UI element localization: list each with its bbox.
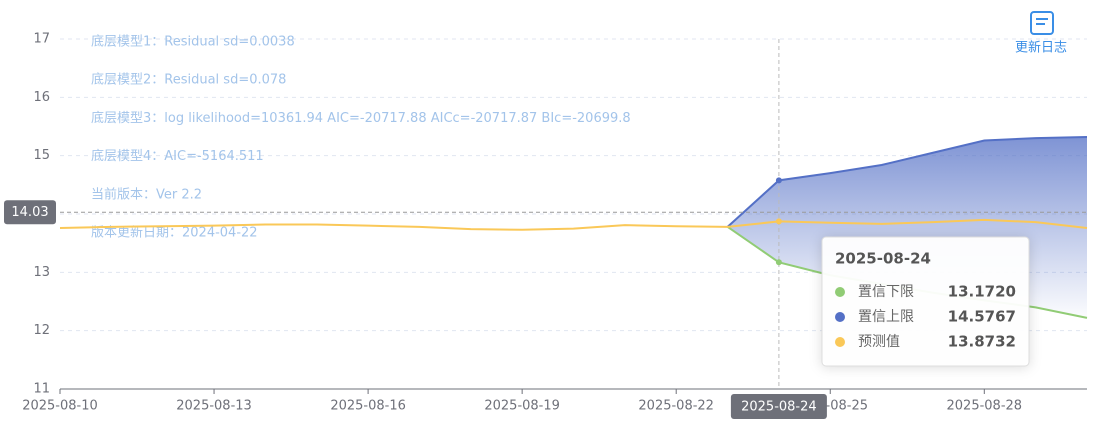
y-tick-label: 13 <box>33 265 50 280</box>
annotation: 底层模型1：Residual sd=0.0038 <box>91 34 295 50</box>
annotation: 底层模型4：AIC=-5164.511 <box>91 148 264 164</box>
tooltip-box <box>821 236 1030 367</box>
annotation: 底层模型2：Residual sd=0.078 <box>91 72 286 88</box>
crosshair-x-label: 2025-08-24 <box>741 400 817 415</box>
tooltip: 2025-08-24 置信下限 13.1720 置信上限 14.5767 预测值 13.87… <box>821 236 1030 367</box>
series-line <box>726 136 1088 228</box>
update-log-button[interactable]: 更新日志 <box>1015 11 1067 56</box>
hover-point <box>775 218 782 225</box>
crosshair-y-label: 14.03 <box>11 205 48 220</box>
crosshair-x-label-box <box>730 394 827 419</box>
annotation: 当前版本：Ver 2.2 <box>91 186 202 202</box>
y-tick-label: 11 <box>33 382 50 397</box>
y-tick-label: 16 <box>33 90 50 105</box>
tooltip-name: 预测值 <box>858 334 900 350</box>
x-tick-label: 2025-08-16 <box>330 399 406 414</box>
x-tick-label: 2025-08-28 <box>947 399 1023 414</box>
tooltip-dot <box>835 312 845 322</box>
update-log-label[interactable]: 更新日志 <box>1015 40 1067 56</box>
x-tick-label: 2025-08-22 <box>638 399 714 414</box>
tooltip-dot <box>835 337 845 347</box>
x-tick-label: 2025-08-19 <box>484 399 560 414</box>
y-tick-label: 15 <box>33 148 50 163</box>
annotation: 底层模型3：log likelihood=10361.94 AIC=-20717… <box>91 110 631 126</box>
tooltip-name: 置信下限 <box>858 284 914 300</box>
x-tick-label: 2025-08-13 <box>176 399 252 414</box>
y-tick-label: 17 <box>33 32 50 47</box>
annotation: 版本更新日期：2024-04-22 <box>91 225 258 241</box>
series-line <box>59 218 1088 231</box>
x-tick-label: 2025-08-10 <box>22 399 98 414</box>
y-tick-label: 12 <box>33 323 50 338</box>
tooltip-title: 2025-08-24 <box>835 250 931 268</box>
crosshair-y-label-box <box>4 200 56 225</box>
hover-point <box>775 259 782 266</box>
tooltip-value: 14.5767 <box>948 308 1016 326</box>
tooltip-dot <box>835 287 845 297</box>
hover-point <box>775 177 782 184</box>
tooltip-name: 置信上限 <box>858 309 914 325</box>
tooltip-value: 13.8732 <box>948 333 1016 351</box>
tooltip-value: 13.1720 <box>948 283 1016 301</box>
update-log-icon[interactable] <box>1030 11 1054 35</box>
